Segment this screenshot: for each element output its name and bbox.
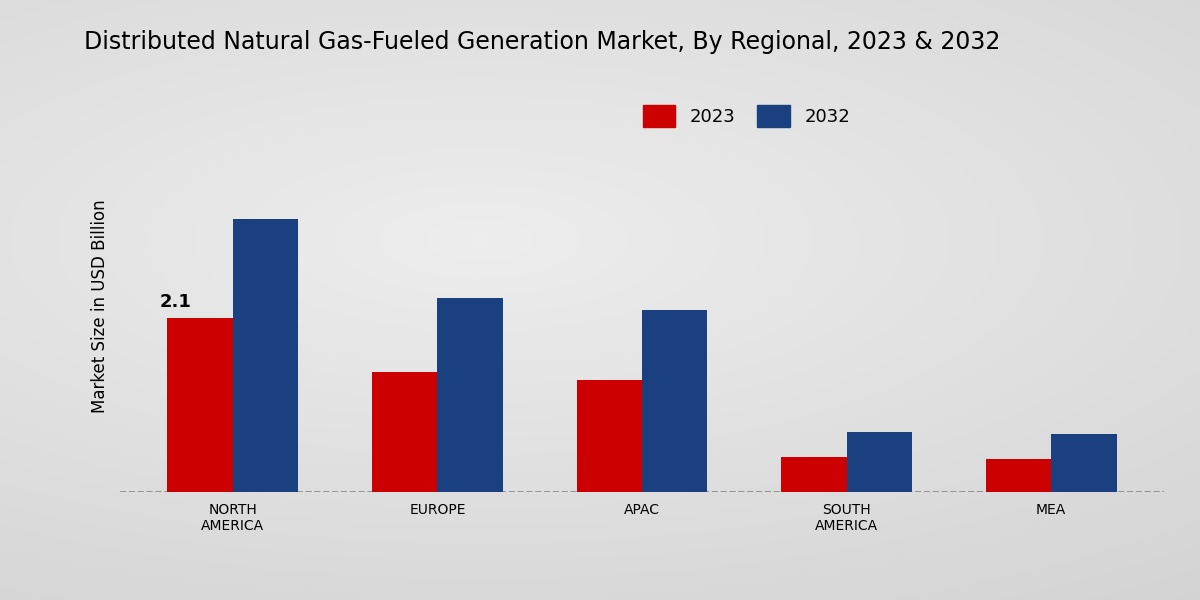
Bar (642, 310, 708, 492)
Bar (1051, 434, 1116, 492)
Bar (372, 372, 438, 492)
Bar (168, 319, 233, 492)
Bar (846, 433, 912, 492)
Bar (985, 459, 1051, 492)
Text: 2.1: 2.1 (160, 293, 191, 311)
Bar (233, 219, 299, 492)
Legend: 2023, 2032: 2023, 2032 (637, 99, 856, 132)
Bar (576, 380, 642, 492)
Text: Distributed Natural Gas-Fueled Generation Market, By Regional, 2023 & 2032: Distributed Natural Gas-Fueled Generatio… (84, 30, 1001, 54)
Y-axis label: Market Size in USD Billion: Market Size in USD Billion (91, 199, 109, 413)
Bar (781, 457, 846, 492)
Bar (438, 298, 503, 492)
